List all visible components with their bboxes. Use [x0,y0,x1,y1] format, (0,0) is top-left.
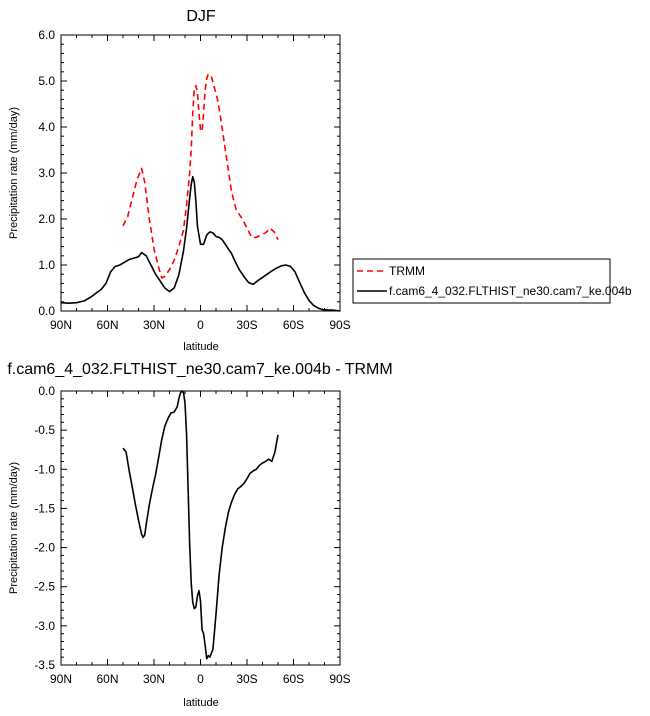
top-x-tick-label: 30S [236,318,257,332]
bottom-x-tick-label: 30S [236,672,257,686]
top-y-tick-label: 5.0 [38,74,55,88]
bottom-y-tick-label: -1.5 [34,501,55,515]
top-x-tick-label: 90S [329,318,350,332]
top-plot-frame [60,34,341,312]
top-chart-panel: DJF 90N 60N 30N 0 30S 60S 90S 0.0 1.0 2.0 3.0 4.0 5.… [8,8,632,353]
bottom-y-tick-label: -1.0 [34,462,55,476]
bottom-y-tick-label: -0.5 [34,423,55,437]
bottom-x-tick-label: 30N [143,672,165,686]
top-y-tick-label: 3.0 [38,166,55,180]
bottom-chart-panel: f.cam6_4_032.FLTHIST_ne30.cam7_ke.004b -… [7,361,392,709]
bottom-x-axis-label: latitude [183,697,218,709]
bottom-x-tick-label: 90N [50,672,72,686]
bottom-x-tick-label: 60N [96,672,118,686]
top-series-line-trmm [122,73,279,279]
top-x-tick-label: 60N [96,318,118,332]
bottom-y-tick-label: -3.5 [34,658,55,672]
bottom-y-axis-label: Precipitation rate (mm/day) [8,462,20,594]
bottom-y-tick-label: 0.0 [38,384,55,398]
top-y-axis-label: Precipitation rate (mm/day) [8,107,20,239]
top-y-tick-label: 0.0 [38,304,55,318]
legend-label-model: f.cam6_4_032.FLTHIST_ne30.cam7_ke.004b [389,284,632,298]
bottom-plot-frame [60,390,341,666]
bottom-x-tick-label: 90S [329,672,350,686]
top-y-tick-label: 1.0 [38,258,55,272]
top-x-tick-label: 0 [197,318,204,332]
top-chart-title: DJF [186,8,216,25]
bottom-x-tick-label: 0 [197,672,204,686]
legend: TRMM f.cam6_4_032.FLTHIST_ne30.cam7_ke.0… [352,258,632,304]
top-y-tick-label: 4.0 [38,120,55,134]
legend-box [352,258,611,304]
top-x-axis-label: latitude [183,341,218,353]
top-y-tick-label: 6.0 [38,28,55,42]
bottom-y-tick-label: -3.0 [34,619,55,633]
bottom-series-line-difference [122,390,279,660]
bottom-y-tick-label: -2.0 [34,541,55,555]
legend-label-trmm: TRMM [389,264,425,278]
bottom-chart-title: f.cam6_4_032.FLTHIST_ne30.cam7_ke.004b -… [7,361,392,378]
bottom-y-tick-label: -2.5 [34,580,55,594]
top-x-tick-label: 90N [50,318,72,332]
top-x-tick-label: 30N [143,318,165,332]
top-y-tick-label: 2.0 [38,212,55,226]
top-x-tick-label: 60S [283,318,304,332]
bottom-x-tick-label: 60S [283,672,304,686]
top-series-line-model [60,175,341,312]
